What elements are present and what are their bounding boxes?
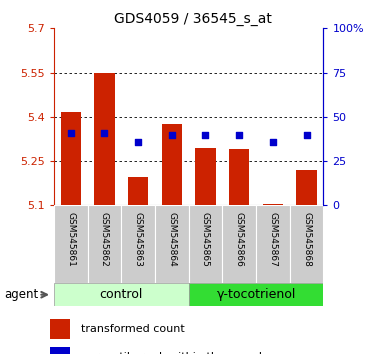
Text: GSM545865: GSM545865 <box>201 212 210 267</box>
Text: GSM545861: GSM545861 <box>66 212 75 267</box>
Bar <box>256 205 290 283</box>
Text: GSM545862: GSM545862 <box>100 212 109 266</box>
Text: GDS4059 / 36545_s_at: GDS4059 / 36545_s_at <box>114 12 271 27</box>
Text: transformed count: transformed count <box>81 324 184 333</box>
Text: GSM545868: GSM545868 <box>302 212 311 267</box>
Text: GSM545866: GSM545866 <box>235 212 244 267</box>
Text: GSM545863: GSM545863 <box>134 212 142 267</box>
Bar <box>50 347 70 354</box>
Point <box>101 130 107 136</box>
Bar <box>121 205 155 283</box>
Bar <box>229 149 249 205</box>
Point <box>303 132 310 137</box>
Bar <box>54 283 189 306</box>
Point <box>203 132 209 137</box>
Point <box>169 132 175 137</box>
Bar <box>50 319 70 339</box>
Bar <box>54 205 88 283</box>
Bar <box>88 205 121 283</box>
Bar <box>263 204 283 205</box>
Point <box>270 139 276 145</box>
Text: GSM545867: GSM545867 <box>268 212 277 267</box>
Text: control: control <box>100 288 143 301</box>
Text: GSM545864: GSM545864 <box>167 212 176 266</box>
Bar <box>189 205 223 283</box>
Bar <box>290 205 323 283</box>
Text: agent: agent <box>4 288 38 301</box>
Bar <box>61 112 81 205</box>
Bar <box>296 170 316 205</box>
Point <box>68 130 74 136</box>
Text: percentile rank within the sample: percentile rank within the sample <box>81 352 269 354</box>
Bar <box>189 283 323 306</box>
Bar <box>162 124 182 205</box>
Bar <box>128 177 148 205</box>
Bar <box>94 73 115 205</box>
Bar <box>196 148 216 205</box>
Text: γ-tocotrienol: γ-tocotrienol <box>216 288 296 301</box>
Point <box>236 132 242 137</box>
Bar <box>223 205 256 283</box>
Bar <box>155 205 189 283</box>
Point <box>135 139 141 145</box>
